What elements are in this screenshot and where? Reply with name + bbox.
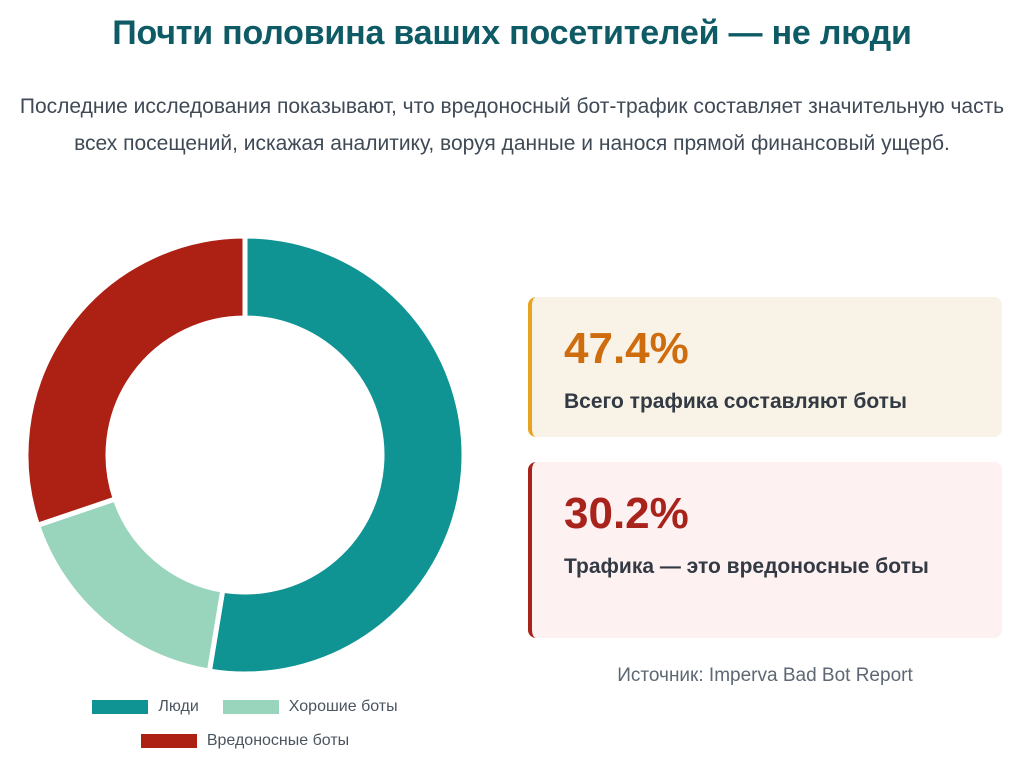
stat-card-total-bots: 47.4% Всего трафика составляют боты: [528, 297, 1002, 437]
slice-bad-bots[interactable]: [23, 233, 248, 529]
legend-label-good-bots: Хорошие боты: [288, 698, 398, 715]
legend-label-humans: Люди: [158, 698, 199, 715]
stat-label-total-bots: Всего трафика составляют боты: [564, 390, 907, 413]
stat-value-total-bots: 47.4%: [564, 324, 689, 373]
donut-chart: [23, 233, 467, 677]
page-title: Почти половина ваших посетителей — не лю…: [112, 14, 912, 52]
legend-item-bad-bots[interactable]: Вредоносные боты: [140, 732, 350, 750]
legend-swatch-humans: [92, 700, 149, 714]
legend-item-good-bots[interactable]: Хорошие боты: [222, 698, 398, 716]
stat-card-bad-bots: 30.2% Трафика — это вредоносные боты: [528, 462, 1002, 638]
slice-good-bots[interactable]: [34, 495, 226, 674]
legend-swatch-good-bots: [222, 700, 279, 714]
stat-label-bad-bots: Трафика — это вредоносные боты: [564, 555, 929, 578]
legend-label-bad-bots: Вредоносные боты: [206, 732, 350, 749]
slice-humans[interactable]: [206, 233, 467, 677]
source-note: Источник: Imperva Bad Bot Report: [617, 665, 913, 686]
legend-swatch-bad-bots: [140, 734, 197, 748]
chart-legend: Люди Хорошие боты Вредоносные боты: [20, 690, 470, 758]
page-subtitle: Последние исследования показывают, что в…: [19, 95, 1005, 155]
legend-item-humans[interactable]: Люди: [92, 698, 199, 716]
stat-value-bad-bots: 30.2%: [564, 489, 689, 538]
